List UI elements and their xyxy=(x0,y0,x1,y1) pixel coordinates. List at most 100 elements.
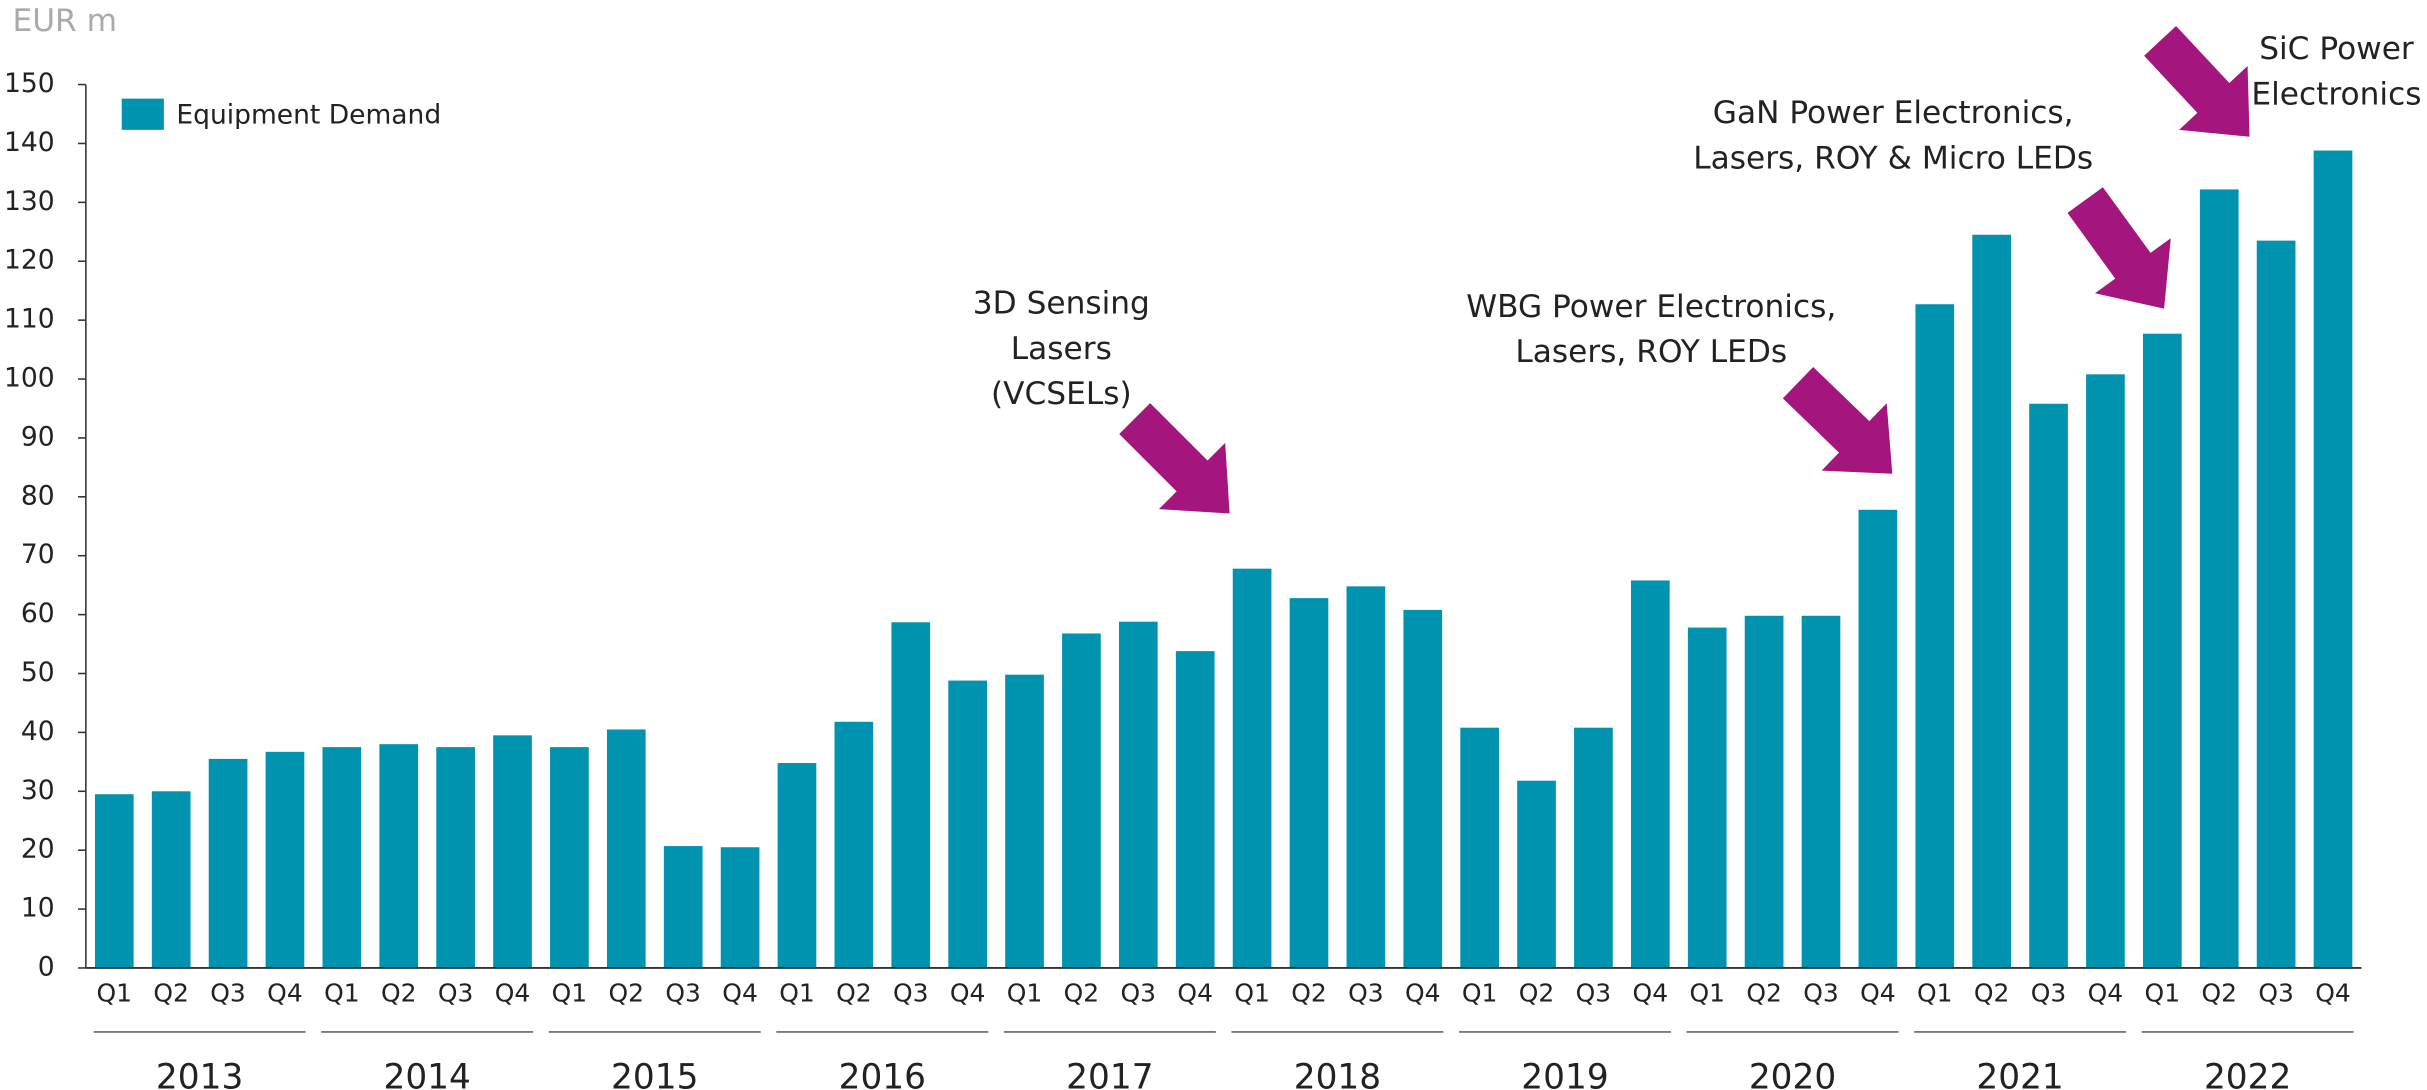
y-tick-label: 100 xyxy=(4,363,55,394)
y-tick-label: 20 xyxy=(21,834,55,865)
annotation: (VCSELs) xyxy=(991,376,1132,412)
bar xyxy=(1574,727,1613,968)
x-tick-label: Q1 xyxy=(1689,979,1725,1008)
x-tick-label: Q2 xyxy=(1519,979,1555,1008)
x-tick-label: Q3 xyxy=(1348,979,1384,1008)
bar xyxy=(720,847,760,968)
x-tick-label: Q1 xyxy=(1007,979,1043,1008)
bar xyxy=(1744,615,1784,968)
annotation: SiC Power xyxy=(2259,31,2414,67)
x-tick-label: Q4 xyxy=(1860,979,1896,1008)
x-tick-label: Q2 xyxy=(1064,979,1100,1008)
bar xyxy=(948,680,987,968)
bar xyxy=(2313,150,2353,968)
bar xyxy=(550,747,589,968)
bar xyxy=(1346,586,1386,968)
bar xyxy=(1915,304,1955,968)
annotation: Electronics xyxy=(2251,76,2421,112)
bar xyxy=(1972,234,2012,968)
y-tick-label: 50 xyxy=(21,657,55,688)
bar xyxy=(834,721,874,968)
bar xyxy=(1232,568,1272,968)
group-label: 2020 xyxy=(1749,1057,1836,1090)
bar xyxy=(2029,403,2068,968)
x-tick-label: Q4 xyxy=(2315,979,2351,1008)
arrows xyxy=(1119,25,2250,514)
legend-label: Equipment Demand xyxy=(176,99,441,130)
bar xyxy=(663,846,703,968)
bar xyxy=(265,751,305,968)
bar xyxy=(2142,333,2182,968)
group-label: 2021 xyxy=(1976,1057,2063,1090)
annotation: GaN Power Electronics, xyxy=(1713,95,2074,131)
group-label: 2017 xyxy=(1066,1057,1153,1090)
y-tick-label: 10 xyxy=(21,893,55,924)
group-label: 2015 xyxy=(611,1057,698,1090)
bar xyxy=(1858,509,1898,968)
bar xyxy=(2199,189,2239,968)
bar xyxy=(1175,651,1215,968)
x-tick-label: Q3 xyxy=(1121,979,1157,1008)
bar xyxy=(1118,621,1158,968)
arrow xyxy=(1119,403,1230,514)
x-tick-label: Q4 xyxy=(1405,979,1441,1008)
x-tick-label: Q3 xyxy=(665,979,701,1008)
annotation: WBG Power Electronics, xyxy=(1466,289,1836,325)
x-tick-label: Q4 xyxy=(722,979,758,1008)
x-tick-label: Q2 xyxy=(1746,979,1782,1008)
x-tick-label: Q1 xyxy=(1234,979,1270,1008)
bar xyxy=(1687,627,1727,968)
x-tick-label: Q2 xyxy=(2201,979,2237,1008)
annotation: Lasers xyxy=(1011,331,1112,367)
x-tick-label: Q1 xyxy=(1462,979,1498,1008)
x-tick-label: Q2 xyxy=(836,979,872,1008)
y-tick-label: 30 xyxy=(21,775,55,806)
y-tick-label: 0 xyxy=(38,951,55,982)
x-tick-label: Q1 xyxy=(97,979,133,1008)
y-tick-label: 140 xyxy=(4,127,55,158)
unit-label: EUR m xyxy=(12,3,117,39)
y-tick-label: 110 xyxy=(4,304,55,335)
x-tick-label: Q2 xyxy=(381,979,417,1008)
x-tick-label: Q4 xyxy=(267,979,303,1008)
y-tick-label: 120 xyxy=(4,245,55,276)
y-tick-label: 150 xyxy=(4,68,55,99)
x-tick-label: Q1 xyxy=(324,979,360,1008)
x-tick-label: Q2 xyxy=(1974,979,2010,1008)
bar xyxy=(1517,780,1556,968)
x-tick-label: Q4 xyxy=(2088,979,2124,1008)
arrow xyxy=(1782,366,1893,474)
bar xyxy=(777,763,817,968)
annotation: Lasers, ROY & Micro LEDs xyxy=(1693,140,2093,176)
bar xyxy=(891,622,931,968)
y-tick-label: 60 xyxy=(21,598,55,629)
y-tick-label: 130 xyxy=(4,186,55,217)
x-tick-label: Q3 xyxy=(210,979,246,1008)
x-tick-label: Q4 xyxy=(1177,979,1213,1008)
y-tick-label: 70 xyxy=(21,539,55,570)
arrow xyxy=(2067,187,2171,309)
bar xyxy=(2086,374,2125,968)
x-tick-label: Q2 xyxy=(609,979,645,1008)
x-tick-label: Q3 xyxy=(893,979,929,1008)
group-label: 2022 xyxy=(2204,1057,2291,1090)
bar xyxy=(1005,674,1044,968)
x-tick-label: Q4 xyxy=(1633,979,1669,1008)
x-tick-label: Q2 xyxy=(153,979,189,1008)
legend-swatch xyxy=(121,98,164,130)
bar xyxy=(493,735,532,968)
bar xyxy=(379,744,419,968)
x-tick-label: Q1 xyxy=(2145,979,2181,1008)
x-tick-label: Q1 xyxy=(779,979,815,1008)
x-tick-label: Q4 xyxy=(495,979,531,1008)
annotation: 3D Sensing xyxy=(973,286,1150,322)
x-tick-label: Q2 xyxy=(1291,979,1327,1008)
bar xyxy=(1403,609,1443,968)
x-tick-label: Q3 xyxy=(1576,979,1612,1008)
bar xyxy=(322,747,362,968)
bar xyxy=(151,791,191,968)
group-label: 2013 xyxy=(156,1057,243,1090)
x-tick-label: Q3 xyxy=(438,979,474,1008)
